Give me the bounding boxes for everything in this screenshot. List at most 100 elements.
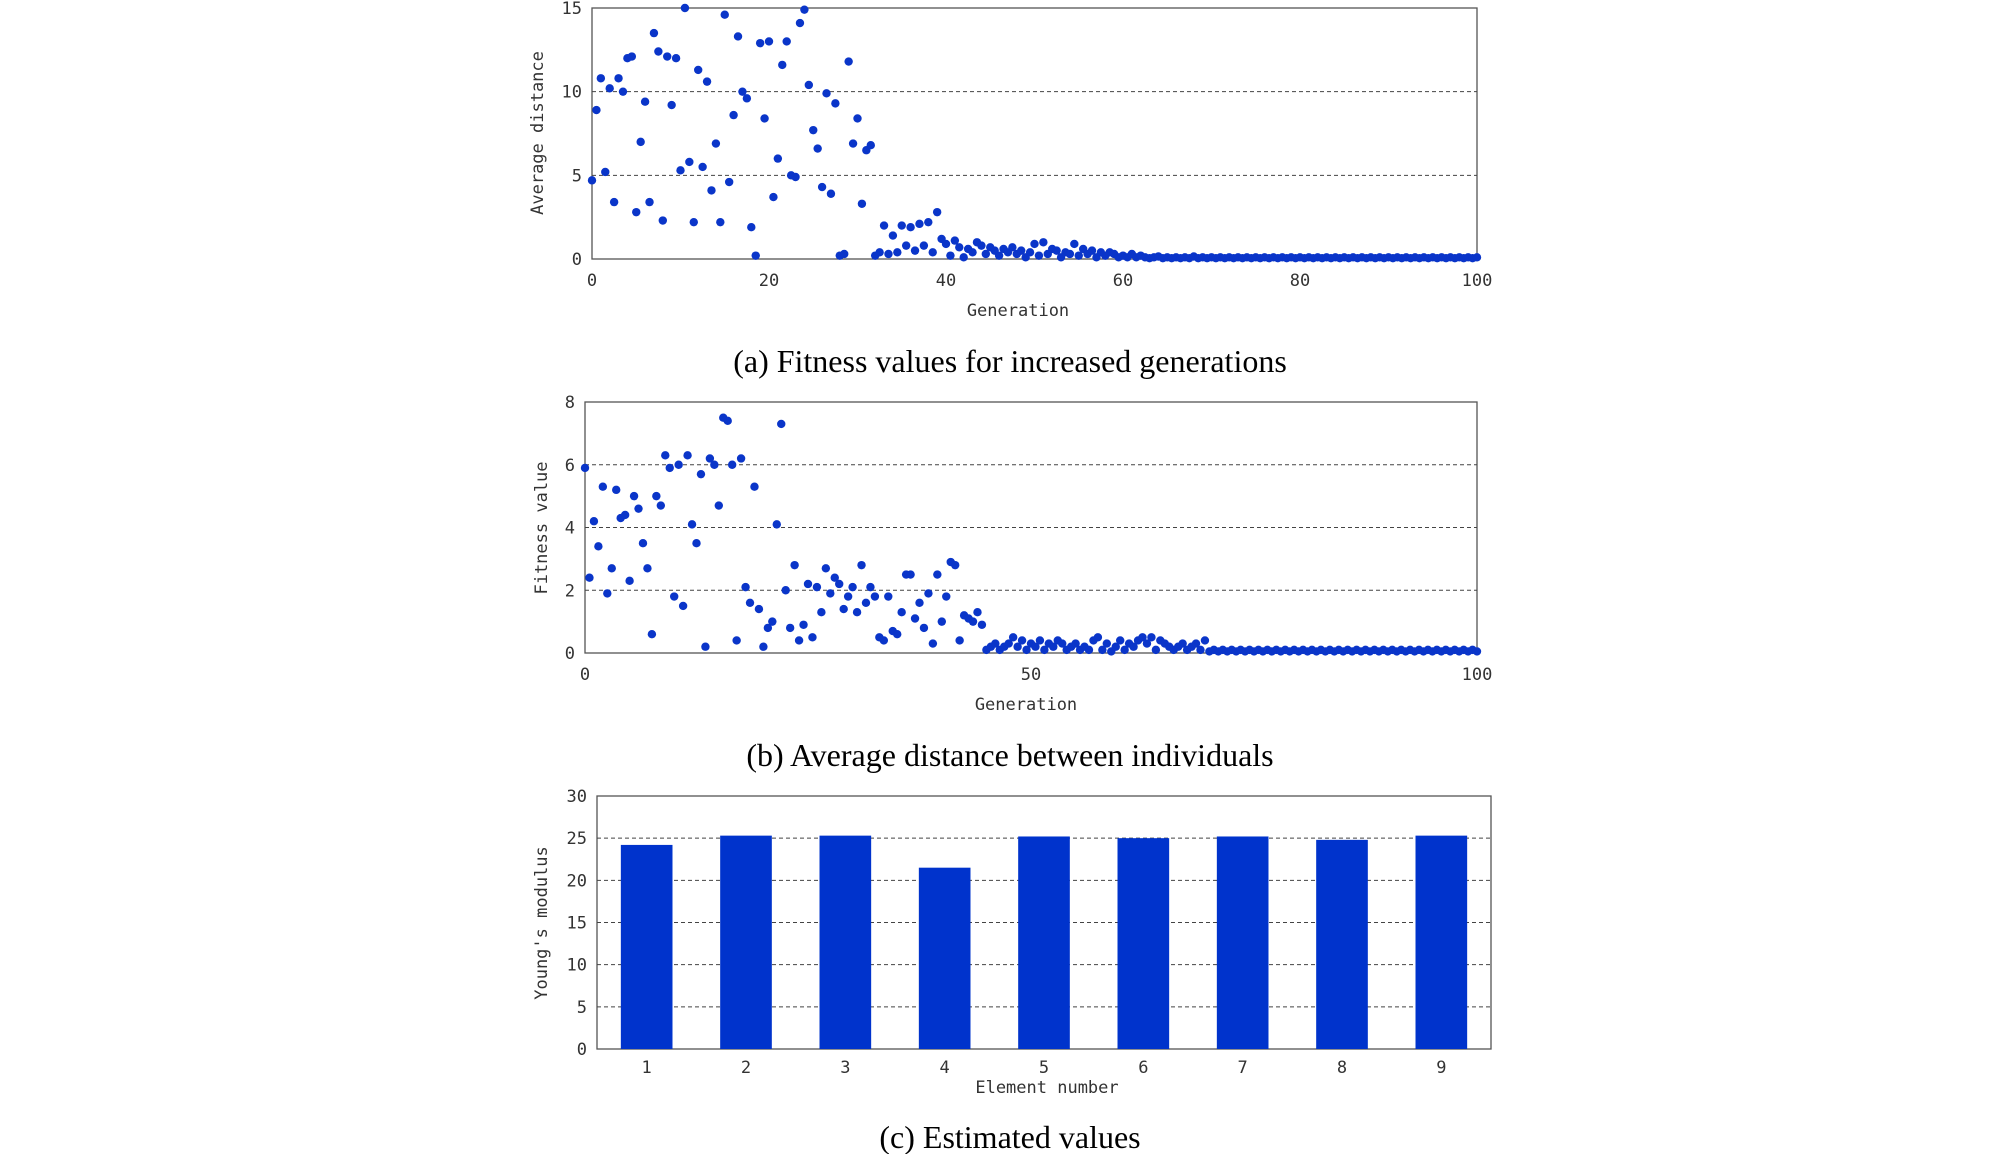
chart-b-point bbox=[906, 570, 915, 579]
chart-b-point bbox=[1049, 642, 1058, 651]
chart-b-point bbox=[603, 589, 612, 598]
chart-c-x-tick-label: 4 bbox=[940, 1058, 950, 1078]
chart-c-x-tick-label: 5 bbox=[1039, 1058, 1049, 1078]
chart-b-point bbox=[620, 510, 630, 520]
chart-c-bar bbox=[1117, 838, 1170, 1049]
chart-b-point bbox=[1196, 645, 1205, 655]
chart-c-x-tick-label: 3 bbox=[840, 1058, 850, 1078]
chart-a-point bbox=[649, 28, 659, 38]
chart-a-point bbox=[1008, 243, 1017, 252]
chart-b-point bbox=[727, 460, 737, 469]
chart-a-points bbox=[587, 3, 1482, 263]
chart-b-point bbox=[629, 491, 639, 501]
chart-b-ylabel: Fitness value bbox=[532, 461, 552, 594]
chart-a-point bbox=[932, 207, 942, 217]
chart-a-point bbox=[654, 47, 663, 56]
chart-c-bar bbox=[1415, 835, 1468, 1049]
chart-b-point bbox=[1013, 642, 1022, 651]
chart-a-point bbox=[640, 97, 650, 106]
chart-a-point bbox=[915, 219, 924, 229]
chart-c-x-tick-label: 8 bbox=[1337, 1058, 1347, 1078]
chart-a-point bbox=[910, 246, 920, 255]
chart-b-point bbox=[866, 582, 875, 592]
chart-c-x-tick-label: 2 bbox=[741, 1058, 751, 1078]
chart-b-point bbox=[598, 482, 608, 491]
chart-b-point bbox=[670, 592, 679, 601]
chart-b-point bbox=[803, 579, 813, 589]
chart-a-point bbox=[1070, 239, 1079, 249]
chart-a-point bbox=[729, 110, 738, 120]
chart-a-caption: (a) Fitness values for increased generat… bbox=[733, 343, 1287, 379]
chart-b-point bbox=[991, 639, 1000, 648]
chart-b-point bbox=[692, 538, 701, 548]
chart-b-point bbox=[857, 560, 866, 570]
chart-c-x-tick-label: 7 bbox=[1238, 1058, 1248, 1078]
chart-a-point bbox=[751, 251, 760, 260]
chart-b-point bbox=[879, 636, 889, 645]
chart-b-point bbox=[1084, 645, 1094, 655]
chart-b-point bbox=[843, 592, 853, 601]
chart-a-point bbox=[738, 87, 747, 96]
chart-b-point bbox=[955, 636, 964, 645]
chart-a-y-tick-label: 0 bbox=[572, 250, 582, 270]
chart-b-y-tick-label: 0 bbox=[565, 644, 575, 664]
chart-a-point bbox=[627, 52, 637, 61]
chart-b-point bbox=[763, 623, 773, 633]
chart-b-x-tick-label: 0 bbox=[580, 665, 590, 685]
chart-b-point bbox=[1191, 639, 1201, 648]
chart-b-point bbox=[973, 608, 982, 617]
chart-b-point bbox=[714, 501, 723, 510]
chart-c-x-tick-label: 6 bbox=[1138, 1058, 1148, 1078]
chart-b-point bbox=[794, 636, 804, 645]
chart-a-point bbox=[764, 37, 774, 46]
chart-a-point bbox=[950, 236, 960, 245]
chart-a-point bbox=[755, 38, 765, 48]
chart-b-point bbox=[1102, 639, 1112, 648]
chart-b-point bbox=[1138, 633, 1147, 642]
chart-b-point bbox=[768, 617, 777, 626]
chart-c-caption: (c) Estimated values bbox=[879, 1119, 1140, 1154]
chart-b-point bbox=[933, 570, 942, 579]
chart-c-y-tick-label: 10 bbox=[567, 956, 587, 976]
chart-b-point bbox=[835, 579, 844, 589]
chart-c-y-tick-label: 25 bbox=[567, 829, 587, 849]
chart-b-point bbox=[607, 564, 616, 573]
chart-b-point bbox=[705, 454, 715, 463]
chart-b-point bbox=[821, 564, 831, 573]
chart-a-point bbox=[645, 197, 654, 207]
chart-b-point bbox=[634, 504, 643, 513]
chart-b-point bbox=[683, 451, 692, 460]
chart-b-point bbox=[665, 463, 674, 473]
chart-b-point bbox=[861, 598, 871, 607]
chart-a-point bbox=[605, 84, 614, 93]
chart-a-point bbox=[1017, 246, 1026, 255]
chart-b-point bbox=[750, 482, 759, 491]
chart-a-point bbox=[822, 89, 831, 98]
chart-a-point bbox=[994, 251, 1004, 260]
chart-a-point bbox=[866, 141, 875, 150]
chart-a-y-tick-label: 5 bbox=[572, 166, 582, 186]
chart-a-point bbox=[946, 251, 955, 260]
chart-b-point bbox=[897, 608, 906, 617]
chart-a-point bbox=[587, 176, 597, 185]
chart-a-plot-frame bbox=[591, 7, 1478, 260]
chart-b-point bbox=[1147, 633, 1156, 642]
chart-b-point bbox=[1151, 645, 1161, 655]
chart-a-point bbox=[879, 221, 889, 230]
chart-b-point bbox=[812, 582, 822, 592]
chart-b-y-tick-label: 2 bbox=[565, 581, 575, 601]
chart-b-point bbox=[772, 520, 781, 529]
chart-b-point bbox=[942, 592, 951, 601]
chart-a-point bbox=[968, 248, 977, 257]
chart-a-point bbox=[658, 216, 667, 225]
chart-a-point bbox=[795, 18, 805, 28]
chart-a-point bbox=[959, 253, 968, 262]
chart-b-point bbox=[723, 416, 732, 426]
chart-a-point bbox=[893, 248, 902, 257]
chart-a-point bbox=[1039, 238, 1048, 247]
chart-b-point bbox=[915, 598, 924, 607]
chart-a-point bbox=[826, 189, 836, 198]
chart-c-y-tick-label: 30 bbox=[567, 787, 587, 807]
chart-a-point bbox=[791, 172, 800, 182]
chart-a-point bbox=[716, 217, 725, 227]
